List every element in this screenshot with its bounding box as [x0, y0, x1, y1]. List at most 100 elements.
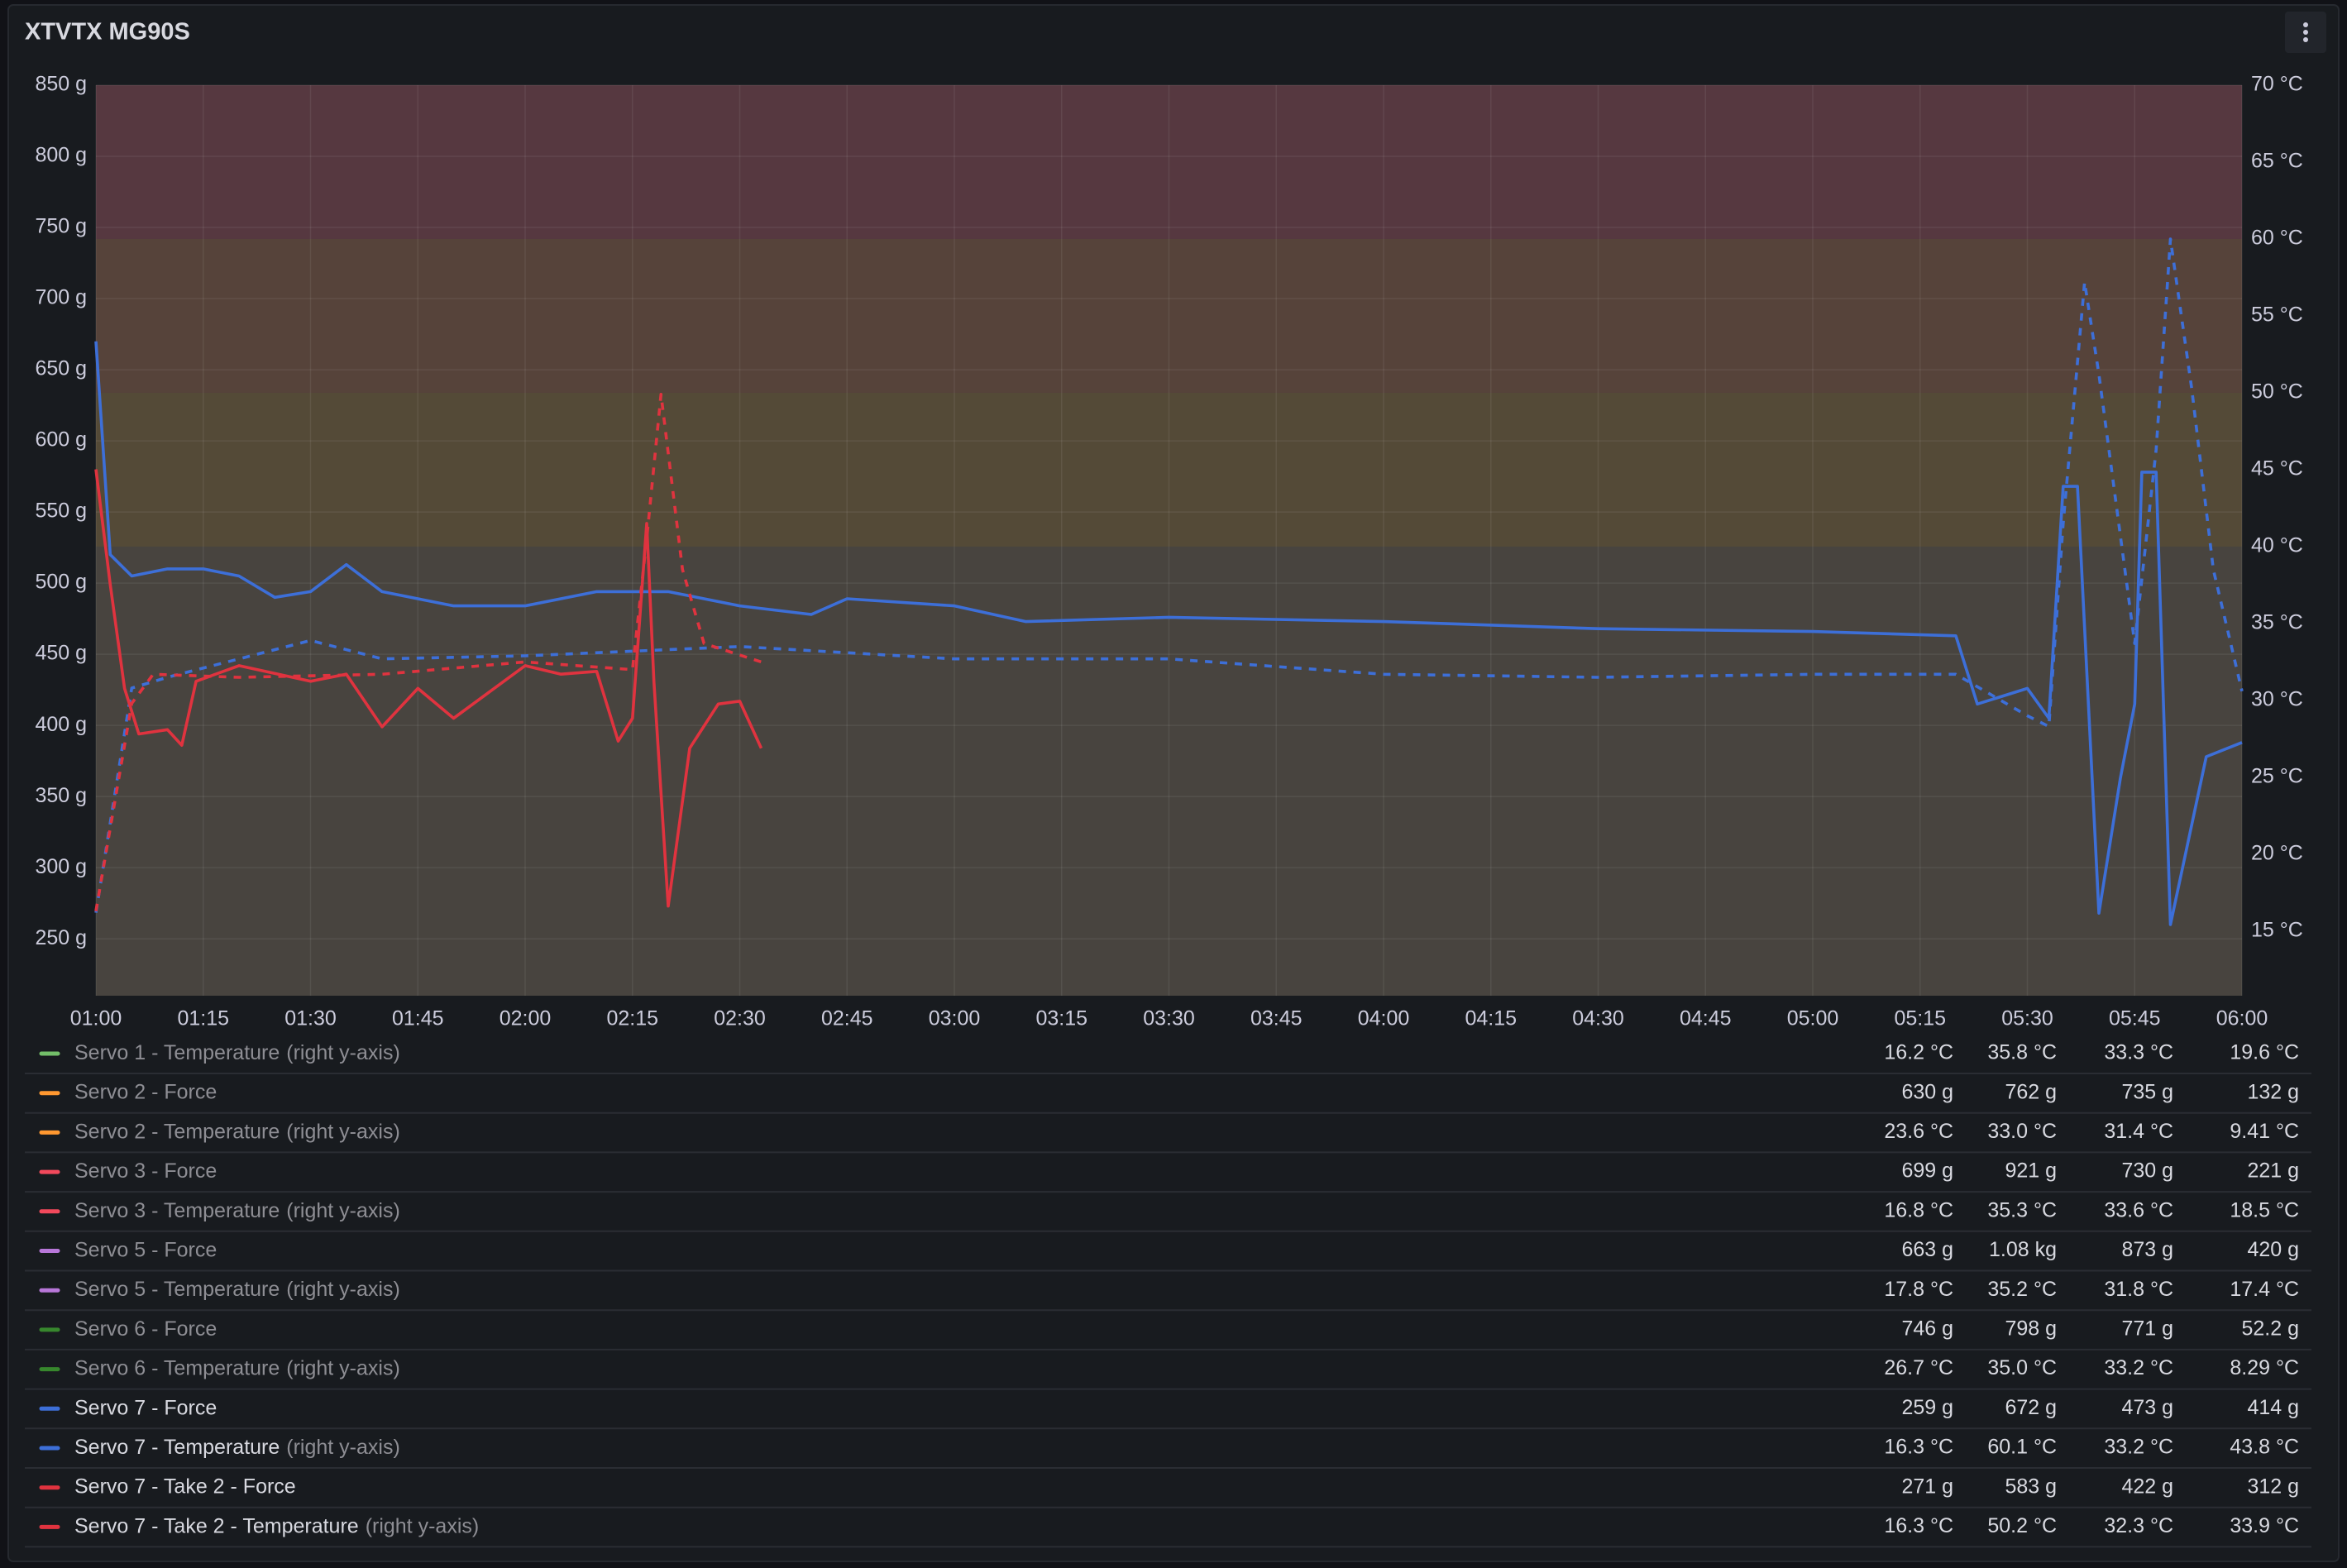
- legend-entry[interactable]: Servo 1 - Temperature (right y-axis): [74, 1041, 400, 1064]
- legend-stat: 23.6 °C: [1884, 1120, 1953, 1143]
- y2-tick-label: 45 °C: [2251, 457, 2303, 480]
- y-tick-label: 650 g: [35, 357, 87, 380]
- legend-name: Servo 1 - Temperature: [74, 1041, 280, 1064]
- y-tick-label: 750 g: [35, 215, 87, 238]
- legend-stat: 31.4 °C: [2104, 1120, 2173, 1143]
- legend-stat: 35.2 °C: [1987, 1278, 2057, 1301]
- legend-stat: 19.6 °C: [2230, 1041, 2299, 1064]
- x-tick-label: 02:30: [714, 1007, 766, 1030]
- legend-stat: 699 g: [1901, 1159, 1953, 1183]
- panel-menu[interactable]: [2285, 12, 2326, 53]
- legend-stat: 50.2 °C: [1987, 1514, 2057, 1537]
- legend-stat: 271 g: [1901, 1475, 1953, 1498]
- x-tick-label: 02:00: [500, 1007, 552, 1030]
- x-tick-label: 04:15: [1465, 1007, 1517, 1030]
- legend-stat: 18.5 °C: [2230, 1198, 2299, 1221]
- legend-entry[interactable]: Servo 2 - Temperature (right y-axis): [74, 1120, 400, 1143]
- legend-stat: 35.8 °C: [1987, 1041, 2057, 1064]
- legend-stat: 921 g: [2005, 1159, 2057, 1183]
- legend-stat: 730 g: [2121, 1159, 2173, 1183]
- series-line: [94, 341, 2243, 926]
- threshold-band: [96, 85, 2242, 239]
- legend-stat: 762 g: [2005, 1080, 2057, 1103]
- y-tick-label: 450 g: [35, 642, 87, 665]
- legend-stat: 798 g: [2005, 1317, 2057, 1341]
- y-tick-label: 350 g: [35, 784, 87, 807]
- legend-name: Servo 3 - Force: [74, 1159, 217, 1183]
- y-tick-label: 550 g: [35, 500, 87, 523]
- legend-stat: 8.29 °C: [2230, 1356, 2299, 1379]
- x-tick-label: 05:45: [2109, 1007, 2161, 1030]
- plot-area: [94, 84, 2244, 996]
- y-tick-label: 300 g: [35, 855, 87, 878]
- legend-stat: 17.4 °C: [2230, 1278, 2299, 1301]
- legend-entry[interactable]: Servo 7 - Temperature (right y-axis): [74, 1436, 400, 1459]
- x-tick-label: 01:00: [70, 1007, 122, 1030]
- legend-stat: 35.0 °C: [1987, 1356, 2057, 1379]
- series-line: [94, 237, 2244, 913]
- legend-stat: 35.3 °C: [1987, 1198, 2057, 1221]
- legend-entry[interactable]: Servo 7 - Force: [74, 1396, 217, 1419]
- y2-tick-label: 55 °C: [2251, 304, 2303, 327]
- legend-entry[interactable]: Servo 3 - Temperature (right y-axis): [74, 1198, 400, 1221]
- y-tick-label: 700 g: [35, 286, 87, 309]
- x-tick-label: 05:30: [2001, 1007, 2053, 1030]
- legend-stat: 33.6 °C: [2104, 1198, 2173, 1221]
- legend-stat: 873 g: [2121, 1238, 2173, 1261]
- legend-stat: 1.08 kg: [1989, 1238, 2057, 1261]
- y-tick-label: 600 g: [35, 428, 87, 452]
- legend-stat: 672 g: [2005, 1396, 2057, 1419]
- menu-dot: [2303, 30, 2308, 35]
- legend-stat: 16.3 °C: [1884, 1514, 1953, 1537]
- y-tick-label: 250 g: [35, 926, 87, 949]
- legend-stat: 420 g: [2247, 1238, 2299, 1261]
- legend-entry[interactable]: Servo 7 - Take 2 - Temperature (right y-a…: [74, 1514, 479, 1537]
- legend-stat: 473 g: [2121, 1396, 2173, 1419]
- x-tick-label: 05:15: [1894, 1007, 1946, 1030]
- legend-stat: 33.3 °C: [2104, 1041, 2173, 1064]
- x-tick-label: 06:00: [2216, 1007, 2268, 1030]
- x-tick-label: 03:45: [1250, 1007, 1303, 1030]
- legend-name: Servo 7 - Force: [74, 1396, 217, 1419]
- series-line: [94, 469, 763, 908]
- legend-entry[interactable]: Servo 5 - Temperature (right y-axis): [74, 1278, 400, 1301]
- y2-tick-label: 25 °C: [2251, 765, 2303, 788]
- legend-stat: 43.8 °C: [2230, 1436, 2299, 1459]
- legend-entry[interactable]: Servo 7 - Take 2 - Force: [74, 1475, 296, 1498]
- legend-stat: 16.3 °C: [1884, 1436, 1953, 1459]
- x-tick-label: 04:30: [1572, 1007, 1624, 1030]
- menu-dot: [2303, 37, 2308, 42]
- legend-entry[interactable]: Servo 5 - Force: [74, 1238, 217, 1261]
- legend-entry[interactable]: Servo 6 - Temperature (right y-axis): [74, 1356, 400, 1379]
- legend-name: Servo 3 - Temperature: [74, 1198, 280, 1221]
- legend-stat: 9.41 °C: [2230, 1120, 2299, 1143]
- legend-stat: 31.8 °C: [2104, 1278, 2173, 1301]
- panel-title: XTVTX MG90S: [25, 19, 190, 45]
- legend-name: Servo 5 - Temperature: [74, 1278, 280, 1301]
- x-tick-label: 01:15: [177, 1007, 229, 1030]
- legend-axis-note: (right y-axis): [286, 1120, 400, 1143]
- y2-tick-label: 65 °C: [2251, 150, 2303, 173]
- y-tick-label: 400 g: [35, 713, 87, 736]
- x-tick-label: 05:00: [1787, 1007, 1839, 1030]
- legend-stat: 312 g: [2247, 1475, 2299, 1498]
- legend-stat: 16.8 °C: [1884, 1198, 1953, 1221]
- y-tick-label: 850 g: [35, 73, 87, 96]
- legend-stat: 26.7 °C: [1884, 1356, 1953, 1379]
- y-tick-label: 800 g: [35, 144, 87, 167]
- legend-stat: 33.9 °C: [2230, 1514, 2299, 1537]
- x-tick-label: 02:15: [606, 1007, 658, 1030]
- x-tick-label: 01:45: [392, 1007, 444, 1030]
- legend-entry[interactable]: Servo 6 - Force: [74, 1317, 217, 1341]
- legend-stat: 33.2 °C: [2104, 1436, 2173, 1459]
- legend-axis-note: (right y-axis): [286, 1041, 400, 1064]
- legend-stat: 52.2 g: [2241, 1317, 2299, 1341]
- y2-tick-label: 35 °C: [2251, 611, 2303, 634]
- legend-axis-note: (right y-axis): [286, 1198, 400, 1221]
- legend-stat: 422 g: [2121, 1475, 2173, 1498]
- legend-name: Servo 7 - Take 2 - Force: [74, 1475, 296, 1498]
- legend-entry[interactable]: Servo 2 - Force: [74, 1080, 217, 1103]
- legend-entry[interactable]: Servo 3 - Force: [74, 1159, 217, 1183]
